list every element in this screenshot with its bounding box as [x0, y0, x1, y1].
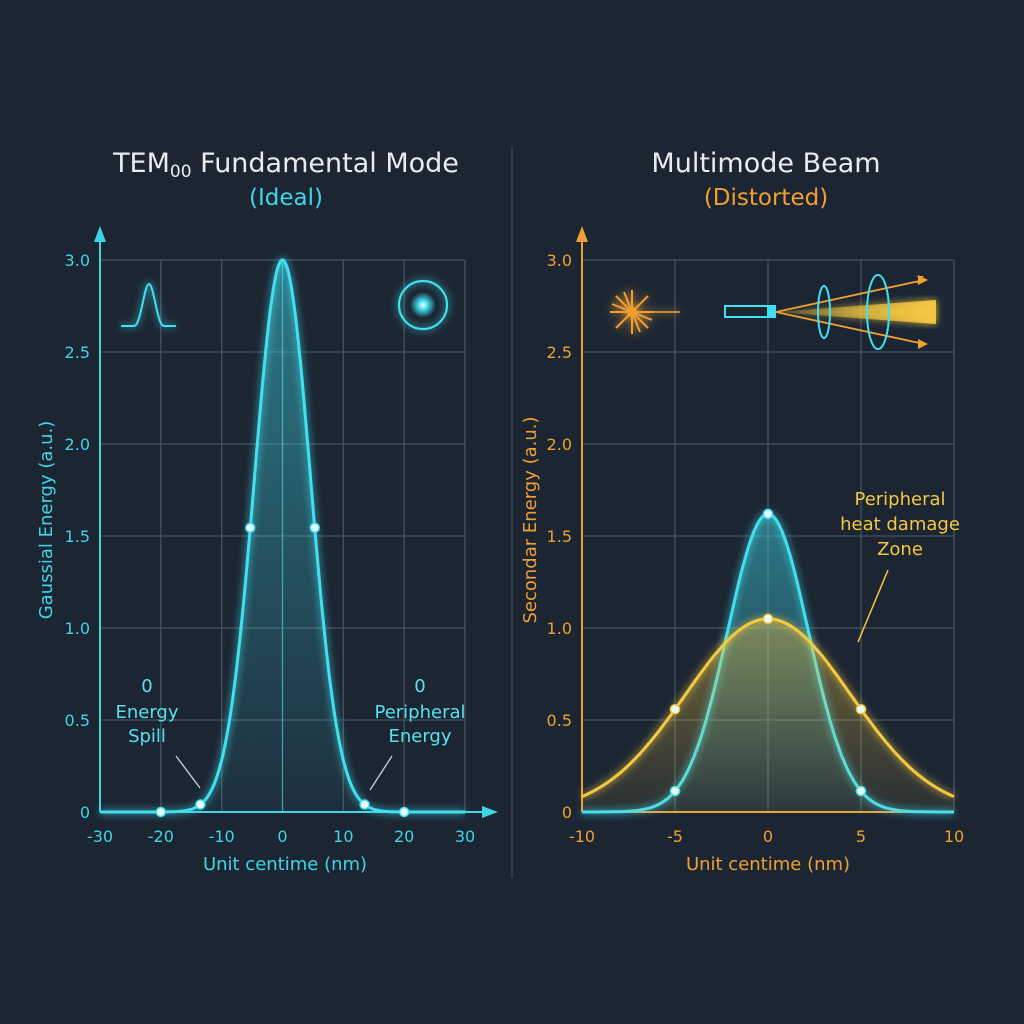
y-tick-label: 2.0	[547, 435, 572, 454]
data-point	[309, 522, 320, 534]
left-x-axis-arrow	[482, 806, 498, 818]
x-tick-label: -20	[148, 827, 174, 846]
x-tick-label: 10	[333, 827, 353, 846]
series-area	[582, 618, 954, 812]
left-subtitle: (Ideal)	[249, 185, 323, 211]
energy-spill-annotation: 0 Energy Spill	[115, 676, 201, 789]
peripheral-energy-annotation: 0 Peripheral Energy	[369, 676, 466, 791]
energy-spill-label-1: Energy	[115, 702, 178, 723]
y-tick-label: 0.5	[547, 711, 572, 730]
right-subtitle: (Distorted)	[704, 185, 828, 211]
energy-spill-leader	[175, 755, 201, 789]
x-tick-label: 20	[394, 827, 414, 846]
y-tick-label: 2.5	[65, 343, 90, 362]
data-point	[155, 806, 167, 818]
y-tick-label: 1.5	[547, 527, 572, 546]
right-panel: Multimode Beam (Distorted) 0 0.5 1.0 1.5 2.0…	[520, 148, 964, 875]
heat-damage-label-2: heat damage	[840, 514, 960, 535]
left-tick-labels: 0 0.5 1.0 1.5 2.0 2.5 3.0 -30 -20 -10 0 10 20 30	[65, 251, 476, 846]
y-tick-label: 3.0	[65, 251, 90, 270]
right-y-axis-arrow	[576, 226, 588, 242]
data-point	[245, 522, 256, 534]
y-tick-label: 2.0	[65, 435, 90, 454]
x-tick-label: 30	[455, 827, 475, 846]
x-tick-label: -5	[667, 827, 683, 846]
left-panel: TEM00 Fundamental Mode (Ideal) 0 0.5 1.0 1.…	[36, 148, 498, 875]
data-point	[762, 508, 774, 520]
right-title: Multimode Beam	[651, 148, 880, 179]
right-x-axis-label: Unit centime (nm)	[686, 854, 850, 875]
left-title: TEM00 Fundamental Mode	[112, 148, 459, 182]
data-point	[762, 613, 774, 625]
left-y-axis-arrow	[94, 226, 106, 242]
x-tick-label: -10	[569, 827, 595, 846]
right-y-axis-label: Secondar Energy (a.u.)	[520, 416, 541, 623]
laser-source-icon	[610, 290, 680, 334]
y-tick-label: 2.5	[547, 343, 572, 362]
y-tick-label: 0	[562, 803, 572, 822]
gaussian-profile-icon	[121, 282, 176, 327]
x-tick-label: 10	[944, 827, 964, 846]
left-y-axis-label: Gaussial Energy (a.u.)	[36, 421, 57, 620]
beam-spot-icon	[397, 279, 449, 331]
peripheral-energy-value: 0	[414, 676, 425, 697]
heat-damage-leader	[857, 569, 889, 643]
data-point	[855, 703, 867, 715]
data-point	[359, 799, 370, 810]
y-tick-label: 1.0	[547, 619, 572, 638]
heat-damage-label-3: Zone	[877, 539, 923, 560]
data-point	[398, 806, 410, 818]
data-point	[195, 799, 206, 810]
peripheral-energy-label-2: Energy	[388, 726, 451, 747]
left-series-layer	[100, 258, 465, 818]
x-tick-label: 0	[763, 827, 773, 846]
heat-damage-label-1: Peripheral	[854, 489, 945, 510]
optical-setup-icon	[724, 274, 936, 350]
x-tick-label: 0	[277, 827, 287, 846]
heat-damage-annotation: Peripheral heat damage Zone	[840, 489, 960, 643]
y-tick-label: 3.0	[547, 251, 572, 270]
peripheral-energy-leader	[369, 755, 393, 791]
x-tick-label: 5	[856, 827, 866, 846]
y-tick-label: 1.0	[65, 619, 90, 638]
right-series-layer	[581, 508, 955, 814]
right-tick-labels: 0 0.5 1.0 1.5 2.0 2.5 3.0 -10 -5 0 5 10	[547, 251, 965, 846]
energy-spill-label-2: Spill	[128, 726, 166, 747]
x-tick-label: -10	[209, 827, 235, 846]
x-tick-label: -30	[87, 827, 113, 846]
peripheral-energy-label-1: Peripheral	[374, 702, 465, 723]
y-tick-label: 1.5	[65, 527, 90, 546]
energy-spill-value: 0	[141, 676, 152, 697]
y-tick-label: 0	[80, 803, 90, 822]
left-x-axis-label: Unit centime (nm)	[203, 854, 367, 875]
data-point	[669, 703, 681, 715]
y-tick-label: 0.5	[65, 711, 90, 730]
